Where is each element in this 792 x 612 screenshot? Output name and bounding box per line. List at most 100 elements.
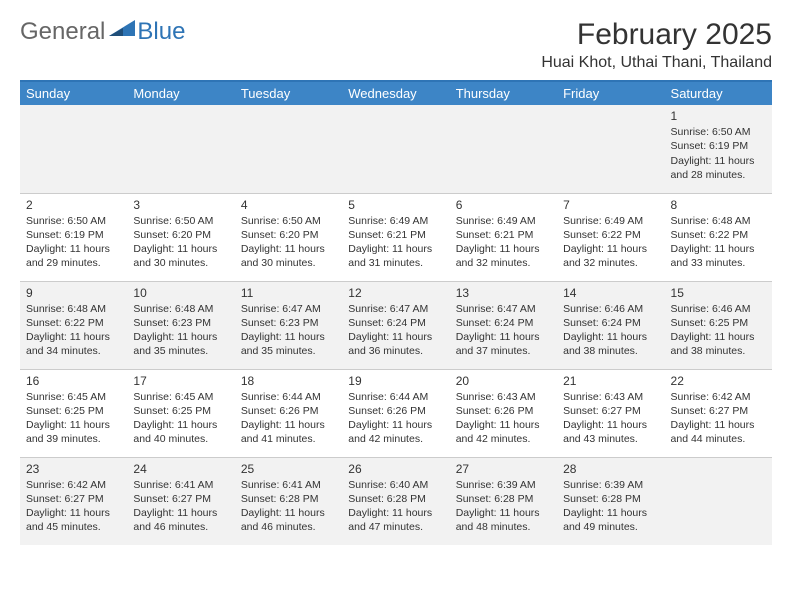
day-number: 20 <box>456 373 551 389</box>
calendar-cell: 28Sunrise: 6:39 AMSunset: 6:28 PMDayligh… <box>557 457 664 545</box>
calendar-cell <box>450 105 557 193</box>
day-number: 13 <box>456 285 551 301</box>
sunrise-text: Sunrise: 6:50 AM <box>133 214 228 228</box>
calendar-row: 2Sunrise: 6:50 AMSunset: 6:19 PMDaylight… <box>20 193 772 281</box>
sunset-text: Sunset: 6:26 PM <box>456 404 551 418</box>
day-number: 12 <box>348 285 443 301</box>
sunset-text: Sunset: 6:28 PM <box>563 492 658 506</box>
sunrise-text: Sunrise: 6:47 AM <box>241 302 336 316</box>
day-number: 17 <box>133 373 228 389</box>
sunrise-text: Sunrise: 6:49 AM <box>563 214 658 228</box>
day-number: 22 <box>671 373 766 389</box>
sunrise-text: Sunrise: 6:46 AM <box>563 302 658 316</box>
weekday-header: Monday <box>127 82 234 105</box>
calendar-cell: 23Sunrise: 6:42 AMSunset: 6:27 PMDayligh… <box>20 457 127 545</box>
daylight-text: Daylight: 11 hours and 34 minutes. <box>26 330 121 358</box>
sunrise-text: Sunrise: 6:46 AM <box>671 302 766 316</box>
calendar-cell: 8Sunrise: 6:48 AMSunset: 6:22 PMDaylight… <box>665 193 772 281</box>
calendar-cell: 12Sunrise: 6:47 AMSunset: 6:24 PMDayligh… <box>342 281 449 369</box>
sunrise-text: Sunrise: 6:42 AM <box>26 478 121 492</box>
calendar-cell: 9Sunrise: 6:48 AMSunset: 6:22 PMDaylight… <box>20 281 127 369</box>
calendar-cell <box>557 105 664 193</box>
sunrise-text: Sunrise: 6:39 AM <box>563 478 658 492</box>
logo-triangle-icon <box>109 18 135 38</box>
day-number: 9 <box>26 285 121 301</box>
day-number: 24 <box>133 461 228 477</box>
daylight-text: Daylight: 11 hours and 49 minutes. <box>563 506 658 534</box>
calendar-body: 1Sunrise: 6:50 AMSunset: 6:19 PMDaylight… <box>20 105 772 545</box>
sunrise-text: Sunrise: 6:48 AM <box>133 302 228 316</box>
sunset-text: Sunset: 6:25 PM <box>671 316 766 330</box>
calendar-cell: 4Sunrise: 6:50 AMSunset: 6:20 PMDaylight… <box>235 193 342 281</box>
calendar-cell: 20Sunrise: 6:43 AMSunset: 6:26 PMDayligh… <box>450 369 557 457</box>
sunset-text: Sunset: 6:21 PM <box>348 228 443 242</box>
daylight-text: Daylight: 11 hours and 44 minutes. <box>671 418 766 446</box>
sunset-text: Sunset: 6:22 PM <box>563 228 658 242</box>
day-number: 5 <box>348 197 443 213</box>
sunset-text: Sunset: 6:28 PM <box>348 492 443 506</box>
sunset-text: Sunset: 6:20 PM <box>241 228 336 242</box>
calendar-cell: 22Sunrise: 6:42 AMSunset: 6:27 PMDayligh… <box>665 369 772 457</box>
daylight-text: Daylight: 11 hours and 28 minutes. <box>671 154 766 182</box>
sunset-text: Sunset: 6:25 PM <box>26 404 121 418</box>
sunrise-text: Sunrise: 6:42 AM <box>671 390 766 404</box>
daylight-text: Daylight: 11 hours and 47 minutes. <box>348 506 443 534</box>
sunset-text: Sunset: 6:26 PM <box>348 404 443 418</box>
sunrise-text: Sunrise: 6:43 AM <box>456 390 551 404</box>
sunset-text: Sunset: 6:24 PM <box>456 316 551 330</box>
daylight-text: Daylight: 11 hours and 29 minutes. <box>26 242 121 270</box>
daylight-text: Daylight: 11 hours and 30 minutes. <box>133 242 228 270</box>
sunrise-text: Sunrise: 6:47 AM <box>456 302 551 316</box>
daylight-text: Daylight: 11 hours and 45 minutes. <box>26 506 121 534</box>
sunset-text: Sunset: 6:21 PM <box>456 228 551 242</box>
sunrise-text: Sunrise: 6:48 AM <box>671 214 766 228</box>
sunset-text: Sunset: 6:26 PM <box>241 404 336 418</box>
day-number: 28 <box>563 461 658 477</box>
day-number: 4 <box>241 197 336 213</box>
weekday-header: Wednesday <box>342 82 449 105</box>
daylight-text: Daylight: 11 hours and 42 minutes. <box>348 418 443 446</box>
day-number: 10 <box>133 285 228 301</box>
calendar-row: 1Sunrise: 6:50 AMSunset: 6:19 PMDaylight… <box>20 105 772 193</box>
daylight-text: Daylight: 11 hours and 40 minutes. <box>133 418 228 446</box>
sunrise-text: Sunrise: 6:41 AM <box>133 478 228 492</box>
sunrise-text: Sunrise: 6:41 AM <box>241 478 336 492</box>
calendar-cell: 11Sunrise: 6:47 AMSunset: 6:23 PMDayligh… <box>235 281 342 369</box>
month-title: February 2025 <box>541 18 772 52</box>
sunset-text: Sunset: 6:28 PM <box>456 492 551 506</box>
day-number: 19 <box>348 373 443 389</box>
sunset-text: Sunset: 6:19 PM <box>671 139 766 153</box>
weekday-header: Friday <box>557 82 664 105</box>
calendar-cell: 3Sunrise: 6:50 AMSunset: 6:20 PMDaylight… <box>127 193 234 281</box>
day-number: 25 <box>241 461 336 477</box>
calendar-cell <box>127 105 234 193</box>
calendar-cell: 1Sunrise: 6:50 AMSunset: 6:19 PMDaylight… <box>665 105 772 193</box>
calendar-cell: 17Sunrise: 6:45 AMSunset: 6:25 PMDayligh… <box>127 369 234 457</box>
sunrise-text: Sunrise: 6:43 AM <box>563 390 658 404</box>
day-number: 15 <box>671 285 766 301</box>
daylight-text: Daylight: 11 hours and 32 minutes. <box>456 242 551 270</box>
daylight-text: Daylight: 11 hours and 36 minutes. <box>348 330 443 358</box>
calendar-cell: 21Sunrise: 6:43 AMSunset: 6:27 PMDayligh… <box>557 369 664 457</box>
calendar-cell: 13Sunrise: 6:47 AMSunset: 6:24 PMDayligh… <box>450 281 557 369</box>
weekday-header-row: Sunday Monday Tuesday Wednesday Thursday… <box>20 82 772 105</box>
day-number: 2 <box>26 197 121 213</box>
calendar-table: Sunday Monday Tuesday Wednesday Thursday… <box>20 82 772 545</box>
sunset-text: Sunset: 6:27 PM <box>26 492 121 506</box>
sunset-text: Sunset: 6:28 PM <box>241 492 336 506</box>
calendar-cell: 26Sunrise: 6:40 AMSunset: 6:28 PMDayligh… <box>342 457 449 545</box>
calendar-cell: 2Sunrise: 6:50 AMSunset: 6:19 PMDaylight… <box>20 193 127 281</box>
calendar-cell: 5Sunrise: 6:49 AMSunset: 6:21 PMDaylight… <box>342 193 449 281</box>
calendar-cell <box>235 105 342 193</box>
weekday-header: Tuesday <box>235 82 342 105</box>
logo-text-general: General <box>20 18 105 46</box>
sunset-text: Sunset: 6:25 PM <box>133 404 228 418</box>
daylight-text: Daylight: 11 hours and 46 minutes. <box>241 506 336 534</box>
calendar-cell: 19Sunrise: 6:44 AMSunset: 6:26 PMDayligh… <box>342 369 449 457</box>
sunset-text: Sunset: 6:27 PM <box>671 404 766 418</box>
daylight-text: Daylight: 11 hours and 37 minutes. <box>456 330 551 358</box>
day-number: 16 <box>26 373 121 389</box>
logo: General Blue <box>20 18 185 46</box>
title-block: February 2025 Huai Khot, Uthai Thani, Th… <box>541 18 772 72</box>
sunset-text: Sunset: 6:23 PM <box>133 316 228 330</box>
